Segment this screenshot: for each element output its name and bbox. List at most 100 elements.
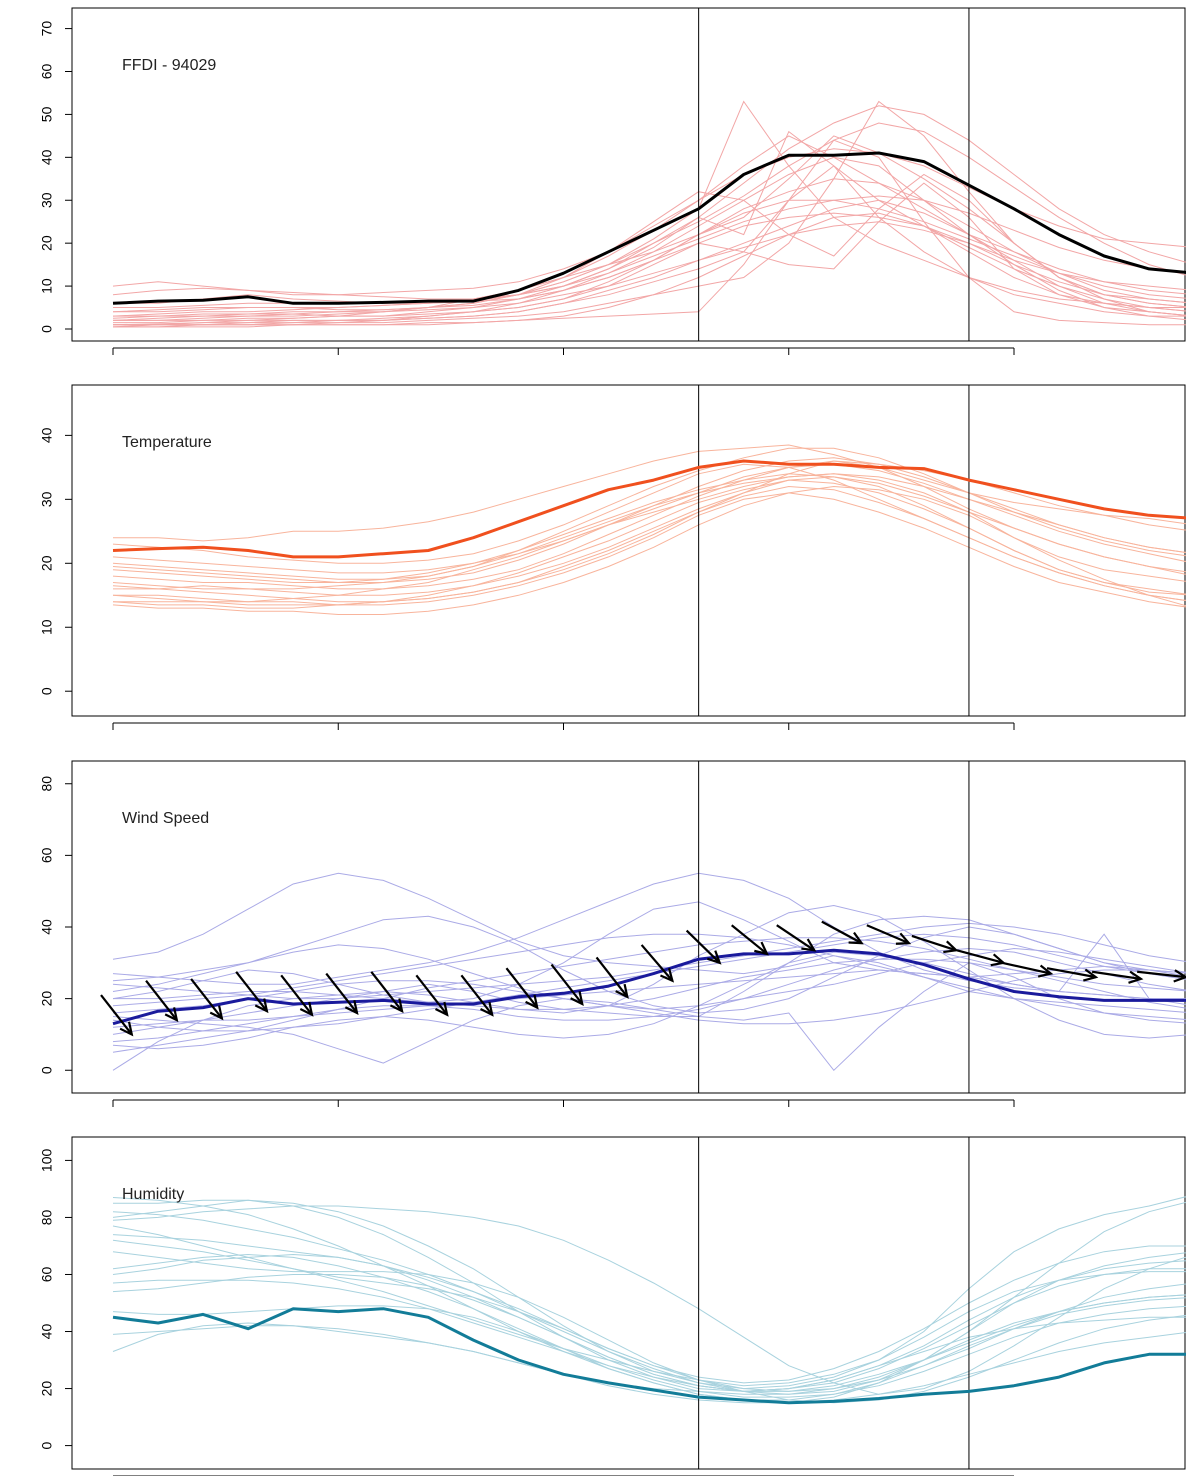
humidity-y-tick-label: 20 bbox=[39, 1381, 55, 1397]
temperature-frame bbox=[71, 384, 1186, 717]
wind-arrow-head-11 bbox=[570, 991, 584, 1006]
wind-speed-ensemble-line-12 bbox=[112, 947, 1186, 1043]
wind-arrow-shaft-19 bbox=[911, 934, 957, 952]
wind-arrow-head-2 bbox=[164, 1007, 179, 1023]
wind-arrow-head-15 bbox=[754, 941, 769, 956]
temperature-panel-title: Temperature bbox=[122, 434, 212, 451]
humidity-panel-title: Humidity bbox=[122, 1186, 184, 1203]
wind-arrow-head-23 bbox=[1128, 970, 1144, 984]
wind-speed-frame bbox=[71, 760, 1186, 1094]
wind-arrow-head-4 bbox=[254, 998, 269, 1014]
temperature-y-tick-label: 30 bbox=[39, 491, 55, 507]
wind-arrow-shaft-20 bbox=[956, 949, 1004, 964]
humidity-frame bbox=[71, 1136, 1186, 1470]
wind-arrow-shaft-11 bbox=[550, 963, 584, 1005]
wind-arrow-shaft-21 bbox=[1001, 961, 1052, 975]
ffdi-y-tick-label: 60 bbox=[39, 64, 55, 80]
ffdi-ensemble-line-4 bbox=[112, 105, 1186, 317]
humidity-ensemble-line-9 bbox=[113, 1199, 1186, 1392]
wind-arrow-head-19 bbox=[943, 940, 959, 954]
humidity-ensemble-line-8 bbox=[112, 1274, 1186, 1392]
wind-speed-ensemble-line-7 bbox=[112, 915, 1186, 1014]
wind-speed-x-axis bbox=[112, 1099, 1015, 1107]
wind-arrow-shaft-1 bbox=[100, 994, 133, 1036]
wind-arrow-shaft-18 bbox=[866, 924, 910, 945]
wind-arrow-head-16 bbox=[801, 938, 817, 952]
wind-speed-ensemble-line-16 bbox=[112, 922, 1186, 1000]
humidity-y-tick-label: 0 bbox=[39, 1441, 55, 1449]
wind-speed-panel-title: Wind Speed bbox=[122, 810, 209, 827]
ffdi-y-tick-label: 70 bbox=[39, 21, 55, 37]
wind-arrow-shaft-13 bbox=[640, 944, 674, 982]
temperature-main-line bbox=[112, 459, 1186, 559]
ffdi-ensemble-line-10 bbox=[113, 212, 1186, 304]
temperature-ensemble-line-12 bbox=[112, 460, 1186, 574]
wind-arrow-head-9 bbox=[480, 1001, 494, 1017]
ffdi-ensemble-line-13 bbox=[113, 130, 1186, 321]
wind-arrow-head-6 bbox=[344, 1000, 359, 1015]
wind-arrow-head-5 bbox=[299, 1001, 314, 1017]
humidity-y-axis: 0 20 40 60 80 100 bbox=[39, 1149, 72, 1449]
ffdi-y-tick-label: 30 bbox=[39, 192, 55, 208]
temperature-y-tick-label: 10 bbox=[39, 619, 55, 635]
wind-arrow-shaft-16 bbox=[776, 924, 815, 952]
wind-speed-y-tick-label: 60 bbox=[39, 847, 55, 863]
wind-arrow-head-1 bbox=[119, 1021, 134, 1037]
humidity-ensemble-line-13 bbox=[112, 1325, 1186, 1404]
humidity-main-line bbox=[112, 1307, 1186, 1405]
humidity-y-tick-label: 40 bbox=[39, 1324, 55, 1340]
ffdi-ensemble bbox=[112, 100, 1186, 328]
wind-arrow-shaft-4 bbox=[235, 971, 268, 1012]
wind-speed-panel: 0 20 40 60 80 Wind Speed bbox=[39, 760, 1186, 1107]
ffdi-y-tick-label: 50 bbox=[39, 106, 55, 122]
ffdi-main-line bbox=[112, 151, 1186, 305]
wind-arrow-shaft-9 bbox=[460, 974, 494, 1016]
wind-speed-y-tick-label: 0 bbox=[39, 1066, 55, 1074]
humidity-ensemble-line-14 bbox=[112, 1201, 1186, 1395]
temperature-y-axis: 0 10 20 30 40 bbox=[39, 427, 72, 695]
wind-arrow-shaft-10 bbox=[505, 967, 539, 1009]
wind-arrow-shaft-7 bbox=[370, 971, 403, 1012]
temperature-ensemble-line-8 bbox=[112, 447, 1186, 564]
wind-speed-ensemble-line-4 bbox=[112, 872, 1186, 1003]
wind-arrow-head-8 bbox=[434, 1001, 449, 1017]
wind-arrow-shaft-23 bbox=[1091, 970, 1142, 981]
wind-speed-ensemble-line-2 bbox=[112, 901, 1186, 1003]
humidity-panel: 0 20 40 60 80 100 Humidity bbox=[39, 1136, 1186, 1476]
wind-arrow-shaft-15 bbox=[731, 924, 768, 955]
wind-arrow-shaft-5 bbox=[280, 974, 313, 1016]
wind-speed-y-axis: 0 20 40 60 80 bbox=[39, 776, 72, 1074]
temperature-ensemble-line-4 bbox=[112, 479, 1186, 609]
wind-speed-ensemble bbox=[112, 872, 1186, 1072]
ffdi-panel-title: FFDI - 94029 bbox=[122, 57, 216, 74]
humidity-ensemble-line-6 bbox=[112, 1294, 1186, 1395]
ffdi-x-axis bbox=[112, 347, 1015, 355]
ffdi-ensemble-line-17 bbox=[113, 212, 1186, 328]
ffdi-ensemble-line-19 bbox=[112, 221, 1186, 319]
humidity-ensemble-line-10 bbox=[112, 1251, 1186, 1404]
wind-arrow-shaft-8 bbox=[415, 974, 448, 1016]
wind-arrow-head-17 bbox=[848, 931, 864, 945]
wind-arrow-shaft-24 bbox=[1137, 970, 1186, 979]
humidity-ensemble-line-2 bbox=[112, 1197, 1186, 1404]
wind-arrow-head-22 bbox=[1083, 968, 1099, 982]
humidity-y-tick-label: 60 bbox=[39, 1266, 55, 1282]
wind-speed-arrows bbox=[100, 920, 1186, 1037]
wind-arrow-head-3 bbox=[209, 1005, 224, 1021]
wind-speed-ensemble-line-11 bbox=[112, 944, 1186, 1010]
wind-arrow-shaft-6 bbox=[325, 972, 358, 1014]
ffdi-frame bbox=[71, 7, 1186, 342]
ffdi-y-tick-label: 20 bbox=[39, 235, 55, 251]
temperature-panel: 0 10 20 30 40 Temperature bbox=[39, 384, 1186, 730]
humidity-ensemble-line-1 bbox=[112, 1196, 1186, 1390]
wind-arrow-head-18 bbox=[895, 932, 912, 945]
temperature-x-axis bbox=[112, 722, 1015, 730]
wind-arrow-shaft-14 bbox=[685, 929, 721, 964]
temperature-y-tick-label: 20 bbox=[39, 555, 55, 571]
wind-arrow-head-12 bbox=[615, 983, 629, 999]
ffdi-ensemble-line-2 bbox=[113, 122, 1186, 321]
humidity-y-tick-label: 100 bbox=[39, 1149, 55, 1173]
ffdi-ensemble-line-20 bbox=[113, 165, 1186, 326]
wind-arrow-shaft-2 bbox=[145, 980, 178, 1021]
ffdi-y-tick-label: 0 bbox=[39, 325, 55, 333]
